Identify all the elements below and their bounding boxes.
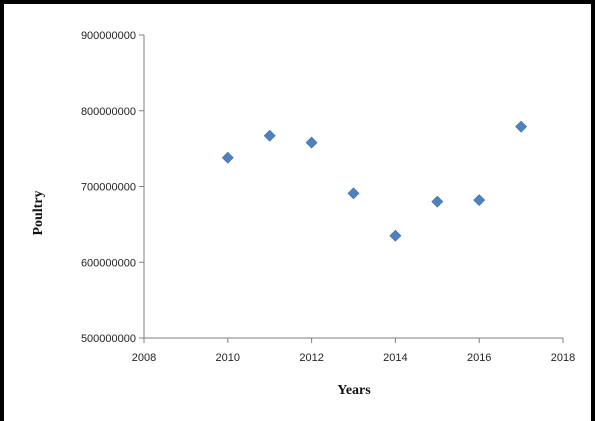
y-axis-ticks: 500000000 600000000 700000000 800000000 9000… [81, 30, 144, 345]
x-axis-ticks: 2008 2010 2012 2014 2016 2018 [132, 338, 575, 364]
y-axis-title: Poultry [31, 190, 46, 235]
axes [143, 35, 563, 339]
x-tick-label: 2018 [551, 352, 575, 364]
y-tick-label: 600000000 [81, 257, 136, 269]
x-tick-label: 2008 [132, 352, 156, 364]
data-point [305, 136, 318, 149]
data-point [389, 229, 402, 242]
data-point [431, 195, 444, 208]
x-axis-title: Years [337, 383, 371, 398]
data-point [263, 129, 276, 142]
data-point [473, 194, 486, 207]
x-tick-label: 2014 [383, 352, 407, 364]
data-point [347, 187, 360, 200]
y-tick-label: 500000000 [81, 333, 136, 345]
y-tick-label: 700000000 [81, 182, 136, 194]
data-point [221, 151, 234, 164]
y-tick-label: 800000000 [81, 106, 136, 118]
data-point [515, 120, 528, 133]
x-tick-label: 2010 [216, 352, 240, 364]
data-points [221, 120, 528, 242]
x-tick-label: 2016 [467, 352, 491, 364]
x-tick-label: 2012 [299, 352, 323, 364]
y-tick-label: 900000000 [81, 30, 136, 42]
